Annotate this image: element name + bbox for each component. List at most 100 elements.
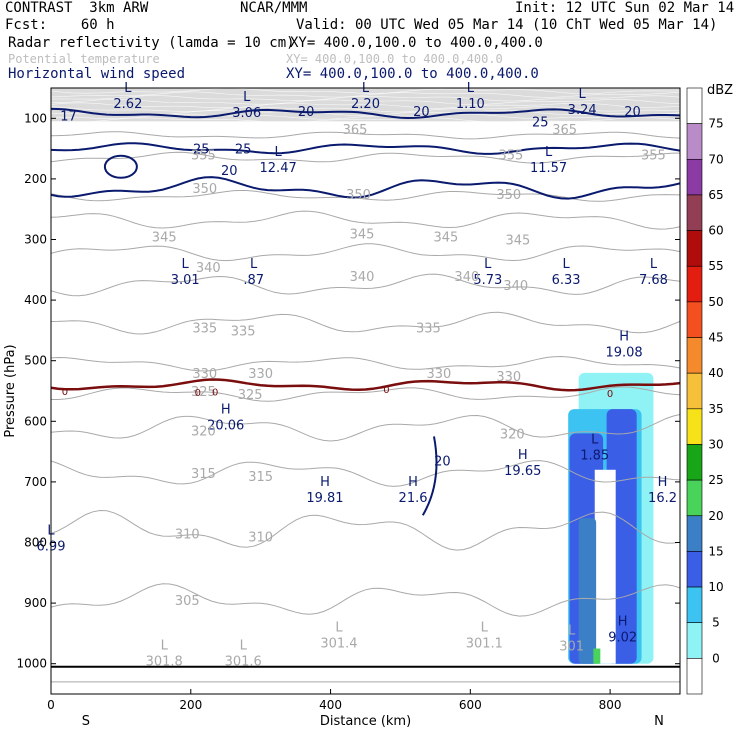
colorbar-title: dBZ xyxy=(707,83,733,98)
theta-contour-305 xyxy=(51,583,680,617)
contour-label-theta: 345 xyxy=(152,230,177,245)
wind-contour-20 xyxy=(51,176,680,200)
field-xy-theta: XY= 400.0,100.0 to 400.0,400.0 xyxy=(286,52,503,66)
contour-label-theta: 340 xyxy=(503,279,528,294)
contour-label-zero: 0 xyxy=(383,385,389,396)
wind-contour-25 xyxy=(51,142,680,155)
contour-label-wind: 20 xyxy=(221,164,238,179)
x-tick-label: 800 xyxy=(599,698,622,712)
jet-low-value: 11.57 xyxy=(530,161,567,176)
field-name-reflectivity: Radar reflectivity (lamda = 10 cm) xyxy=(8,35,295,51)
contour-label-theta: 330 xyxy=(426,367,451,382)
y-tick-label: 900 xyxy=(24,596,47,610)
theta-contour-315 xyxy=(51,460,680,487)
jet-high-marker: H xyxy=(221,402,231,417)
jet-low-marker: L xyxy=(467,81,475,96)
theta-contour-325 xyxy=(51,386,680,402)
colorbar-level-label: 0 xyxy=(712,651,720,665)
colorbar-swatch xyxy=(686,301,703,338)
contour-label-theta: 365 xyxy=(343,123,368,138)
contour-label-theta: 335 xyxy=(192,321,217,336)
theta-contour-upper xyxy=(51,95,680,102)
colorbar-swatch xyxy=(686,551,703,588)
field-name-theta: Potential temperature xyxy=(8,52,160,66)
jet-high-value: 19.08 xyxy=(605,346,642,361)
theta-low-marker: L xyxy=(481,620,489,635)
theta-low-marker: L xyxy=(568,623,576,638)
colorbar-swatch xyxy=(686,479,703,517)
y-tick-label: 400 xyxy=(24,293,47,307)
header-center-1: NCAR/MMM xyxy=(240,0,308,16)
colorbar-level-label: 20 xyxy=(708,509,723,523)
contour-label-theta: 345 xyxy=(505,234,530,249)
endpoint-left-label: S xyxy=(82,714,90,729)
contour-label-theta: 305 xyxy=(175,594,200,609)
jet-low-value: 1.85 xyxy=(580,449,609,464)
jet-low-value: 2.62 xyxy=(113,97,142,112)
contour-label-zero: 0 xyxy=(62,387,68,398)
jet-low-marker: L xyxy=(579,87,587,102)
x-tick-label: 400 xyxy=(319,698,342,712)
y-tick-label: 600 xyxy=(24,414,47,428)
contour-label-theta: 335 xyxy=(231,324,256,339)
x-tick-label: 0 xyxy=(47,698,55,712)
colorbar-swatch xyxy=(686,658,703,695)
colorbar-swatch xyxy=(686,265,703,303)
contour-label-wind: 20 xyxy=(298,105,315,120)
plot-frame xyxy=(50,87,681,695)
theta-contour-upper xyxy=(51,117,680,124)
jet-low-value: 3.24 xyxy=(568,103,597,118)
contour-label-theta: 310 xyxy=(175,527,200,542)
y-tick-label: 100 xyxy=(24,111,47,125)
contour-label-theta: 310 xyxy=(248,530,273,545)
contour-label-wind: 25 xyxy=(193,143,210,158)
jet-high-marker: H xyxy=(518,448,528,463)
colorbar-level-label: 45 xyxy=(708,331,723,345)
jet-low-marker: L xyxy=(182,257,190,272)
contour-label-theta: 345 xyxy=(433,230,458,245)
wind-contour-closed xyxy=(103,154,138,179)
theta-contour-upper xyxy=(51,91,680,98)
jet-low-value: 3.06 xyxy=(232,106,261,121)
jet-low-value: 3.01 xyxy=(171,273,200,288)
colorbar-level-label: 50 xyxy=(708,295,723,309)
jet-low-marker: L xyxy=(545,145,553,160)
jet-low-marker: L xyxy=(591,433,599,448)
colorbar-swatch xyxy=(686,372,703,410)
theta-contour-upper xyxy=(51,102,680,109)
jet-high-marker: H xyxy=(618,614,628,629)
field-name-wind: Horizontal wind speed xyxy=(8,66,186,82)
colorbar-swatch xyxy=(686,622,703,659)
colorbar-level-label: 60 xyxy=(708,224,723,238)
contour-label-theta: 325 xyxy=(238,388,263,403)
colorbar-swatch xyxy=(686,408,703,445)
jet-high-value: 20.06 xyxy=(207,418,244,433)
reflectivity-gap xyxy=(594,469,616,664)
theta-low-value: 301.1 xyxy=(466,636,503,651)
colorbar-level-label: 55 xyxy=(708,259,723,273)
colorbar-swatch xyxy=(686,586,703,624)
jet-high-marker: H xyxy=(619,330,629,345)
contour-label-theta: 350 xyxy=(346,188,371,203)
contour-label-theta: 320 xyxy=(500,427,525,442)
y-tick-label: 500 xyxy=(24,354,47,368)
theta-contour-upper xyxy=(51,88,680,95)
jet-low-marker: L xyxy=(362,81,370,96)
contour-label-theta: 330 xyxy=(496,370,521,385)
theta-contour-345 xyxy=(51,243,680,262)
theta-low-value: 301.4 xyxy=(320,636,357,651)
endpoint-right-label: N xyxy=(654,714,664,729)
theta-contour-350 xyxy=(51,210,680,230)
colorbar-swatch xyxy=(686,337,703,374)
contour-label-wind: 20 xyxy=(413,105,430,120)
theta-contours xyxy=(51,88,680,683)
jet-low-value: 5.73 xyxy=(473,273,502,288)
contour-label-theta: 340 xyxy=(454,270,479,285)
contour-label-wind: 20 xyxy=(434,455,451,470)
contour-label-theta: 355 xyxy=(191,149,216,164)
jet-high-value: 9.02 xyxy=(608,630,637,645)
colorbar-level-label: 40 xyxy=(708,366,723,380)
colorbar-swatch xyxy=(686,87,703,124)
jet-low-value: 2.20 xyxy=(351,97,380,112)
